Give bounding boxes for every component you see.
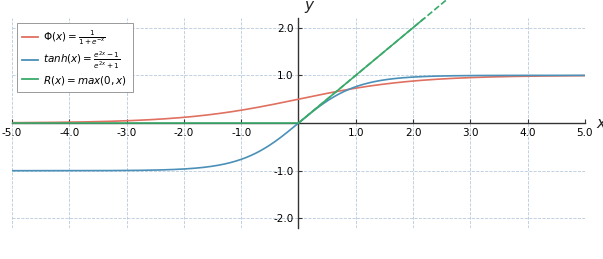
Legend: $\Phi(x) = \frac{1}{1+e^{-x}}$, $tanh(x) = \frac{e^{2x}-1}{e^{2x}+1}$, $R(x) = m: $\Phi(x) = \frac{1}{1+e^{-x}}$, $tanh(x)… [17, 23, 133, 92]
Text: y: y [304, 0, 313, 13]
Text: x: x [596, 116, 603, 131]
